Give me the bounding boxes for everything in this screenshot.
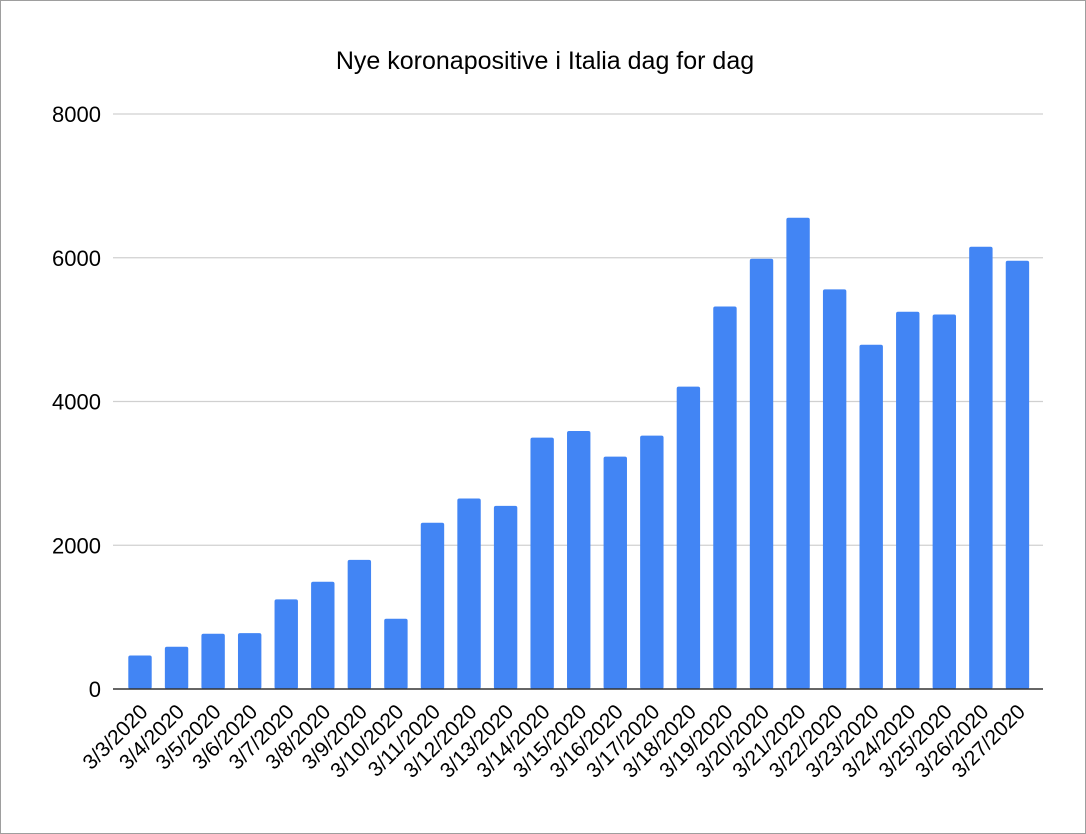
bar	[567, 430, 591, 689]
bar	[384, 618, 408, 689]
bar	[896, 311, 920, 689]
bar	[822, 289, 847, 689]
bar	[493, 505, 518, 689]
bar	[128, 655, 152, 689]
bar	[311, 581, 335, 689]
bar	[274, 599, 298, 689]
bar	[676, 386, 701, 689]
bar	[347, 559, 372, 689]
chart-title: Nye koronapositive i Italia dag for dag	[336, 47, 754, 75]
bar	[969, 246, 993, 690]
y-tick-label: 8000	[52, 102, 101, 127]
bar	[859, 344, 883, 689]
bar	[530, 437, 554, 689]
bar	[786, 217, 810, 689]
bar	[603, 456, 627, 689]
bar	[749, 258, 774, 689]
y-axis-ticks: 0 2000 4000 6000 8000	[52, 102, 101, 702]
y-tick-label: 2000	[52, 533, 101, 558]
bar	[164, 646, 189, 689]
bar	[1005, 260, 1030, 689]
y-tick-label: 6000	[52, 246, 101, 271]
bar	[713, 306, 737, 689]
x-axis-ticks: 3/3/20203/4/20203/5/20203/6/20203/7/2020…	[78, 700, 1030, 782]
bar	[420, 522, 445, 689]
bar	[932, 314, 957, 689]
bars	[128, 217, 1030, 690]
y-tick-label: 4000	[52, 390, 101, 415]
bar	[237, 633, 262, 689]
bar	[201, 633, 225, 689]
bar	[640, 435, 664, 689]
bar	[457, 498, 481, 689]
y-tick-label: 0	[89, 677, 101, 702]
